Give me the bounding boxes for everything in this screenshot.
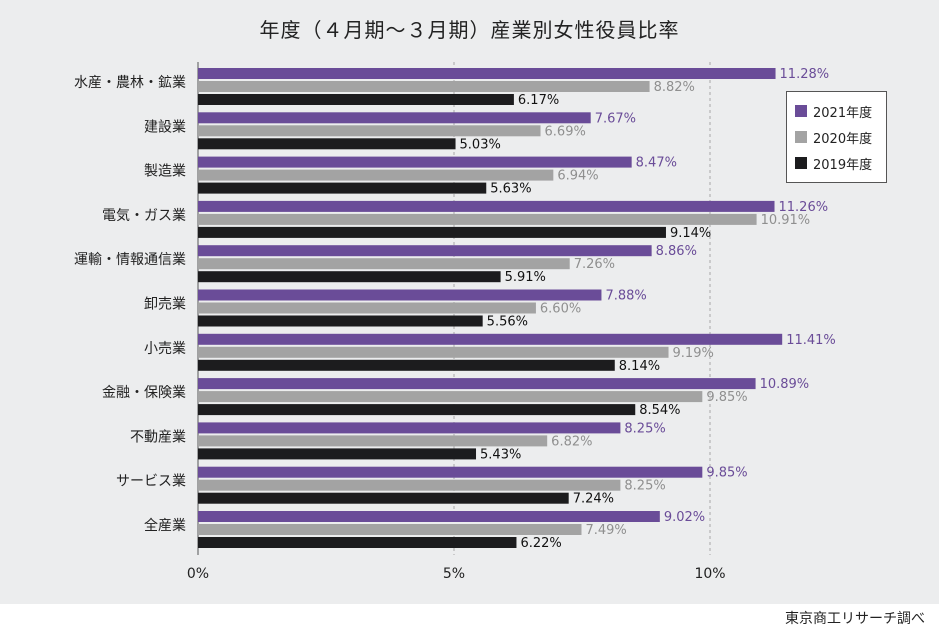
bar-2021年度-1 <box>198 112 591 124</box>
data-label: 8.47% <box>636 156 677 171</box>
category-label: 製造業 <box>144 164 186 180</box>
data-label: 9.85% <box>706 466 747 481</box>
data-label: 5.63% <box>490 182 531 197</box>
legend: 2021年度 2020年度 2019年度 <box>786 91 887 183</box>
legend-label-2021: 2021年度 <box>813 105 873 121</box>
bar-2019年度-9 <box>198 492 569 504</box>
bar-2019年度-8 <box>198 448 477 460</box>
bar-chart: 0% 5% 10% 水産・農林・鉱業 11.28% 8.82% 6.17% 建設業 7.67% 6… <box>74 62 836 582</box>
bar-2019年度-4 <box>198 271 501 283</box>
bar-2021年度-0 <box>198 68 776 79</box>
bar-2020年度-0 <box>198 81 650 92</box>
category-label: 全産業 <box>144 517 186 534</box>
legend-label-2020: 2020年度 <box>813 131 873 147</box>
data-label: 9.14% <box>670 226 711 241</box>
legend-swatch-2020 <box>795 131 807 143</box>
legend-item-2021: 2021年度 <box>795 98 886 124</box>
data-label: 9.02% <box>664 510 705 525</box>
legend-swatch-2019 <box>795 157 807 169</box>
data-label: 8.54% <box>639 403 680 418</box>
data-label: 7.49% <box>585 523 626 538</box>
source-note: 東京商工リサーチ調べ <box>785 611 925 627</box>
data-label: 7.88% <box>605 289 646 304</box>
bar-2020年度-2 <box>198 169 554 181</box>
data-label: 6.69% <box>545 124 586 139</box>
data-label: 7.24% <box>573 492 614 507</box>
data-label: 11.28% <box>780 67 830 82</box>
data-label: 10.91% <box>761 213 811 228</box>
bar-2019年度-2 <box>198 182 487 194</box>
data-label: 5.43% <box>480 447 521 462</box>
chart-title: 年度（４月期～３月期）産業別女性役員比率 <box>259 18 680 42</box>
data-label: 8.14% <box>619 359 660 374</box>
bar-2020年度-9 <box>198 479 621 491</box>
data-label: 6.94% <box>557 169 598 184</box>
bar-2021年度-6 <box>198 333 783 345</box>
data-label: 5.91% <box>505 270 546 285</box>
data-label: 6.22% <box>520 536 561 551</box>
category-label: 運輸・情報通信業 <box>74 252 186 268</box>
bar-2020年度-10 <box>198 524 582 535</box>
category-label: 水産・農林・鉱業 <box>74 74 186 91</box>
bar-2019年度-0 <box>198 94 514 105</box>
legend-label-2019: 2019年度 <box>813 157 873 173</box>
data-label: 8.25% <box>624 479 665 494</box>
bar-2019年度-1 <box>198 138 456 150</box>
bar-2020年度-5 <box>198 302 536 314</box>
bar-2019年度-6 <box>198 359 615 371</box>
category-label: 金融・保険業 <box>102 385 186 401</box>
bar-2019年度-3 <box>198 226 666 238</box>
x-tick-label: 10% <box>694 566 725 582</box>
data-label: 8.86% <box>656 244 697 259</box>
x-tick-label: 0% <box>187 566 209 582</box>
data-label: 6.82% <box>551 434 592 449</box>
category-label: 小売業 <box>144 341 186 357</box>
data-label: 9.85% <box>706 390 747 405</box>
data-label: 9.19% <box>673 346 714 361</box>
category-label: 電気・ガス業 <box>102 208 186 224</box>
category-label: サービス業 <box>116 474 186 490</box>
bar-2021年度-3 <box>198 200 775 212</box>
bar-2021年度-8 <box>198 422 621 434</box>
legend-item-2019: 2019年度 <box>795 150 886 176</box>
category-label: 不動産業 <box>130 429 186 445</box>
data-label: 11.26% <box>779 200 829 215</box>
data-label: 7.26% <box>574 257 615 272</box>
data-label: 5.56% <box>487 315 528 330</box>
bar-2021年度-7 <box>198 378 756 390</box>
bar-2019年度-7 <box>198 404 636 416</box>
legend-swatch-2021 <box>795 105 807 117</box>
data-label: 6.60% <box>540 302 581 317</box>
category-label: 建設業 <box>144 119 186 135</box>
data-label: 11.41% <box>786 333 836 348</box>
bar-2021年度-4 <box>198 245 652 257</box>
bar-2020年度-4 <box>198 258 570 270</box>
bar-2020年度-1 <box>198 125 541 137</box>
data-label: 8.82% <box>654 80 695 95</box>
bar-2021年度-10 <box>198 511 660 522</box>
category-label: 卸売業 <box>144 297 186 313</box>
data-label: 8.25% <box>624 421 665 436</box>
x-tick-label: 5% <box>443 566 465 582</box>
bar-2020年度-8 <box>198 435 548 447</box>
bar-2020年度-7 <box>198 391 703 403</box>
data-label: 6.17% <box>518 93 559 108</box>
data-label: 10.89% <box>760 377 810 392</box>
bar-2020年度-6 <box>198 346 669 358</box>
bar-2021年度-5 <box>198 289 602 301</box>
bar-2021年度-2 <box>198 156 632 168</box>
bar-2020年度-3 <box>198 213 757 225</box>
legend-item-2020: 2020年度 <box>795 124 886 150</box>
bar-2019年度-10 <box>198 537 517 548</box>
bar-2021年度-9 <box>198 466 703 478</box>
data-label: 7.67% <box>595 111 636 126</box>
data-label: 5.03% <box>460 137 501 152</box>
bar-2019年度-5 <box>198 315 483 327</box>
